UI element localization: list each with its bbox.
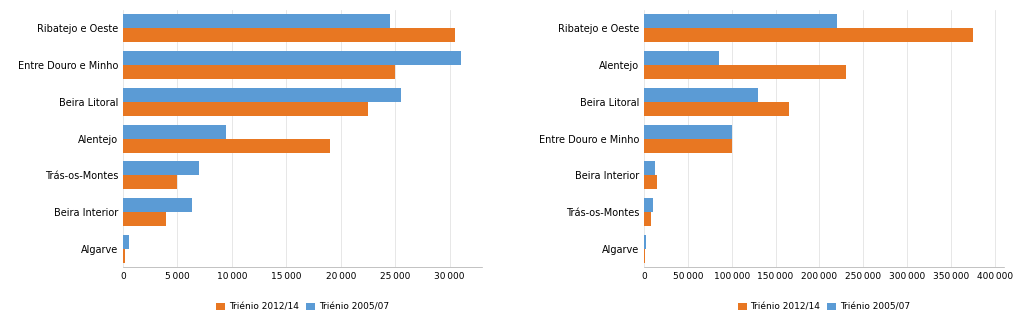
Bar xyxy=(123,51,461,65)
Bar xyxy=(123,249,125,263)
Bar xyxy=(644,212,651,226)
Bar xyxy=(123,212,167,226)
Bar xyxy=(123,28,455,42)
Bar xyxy=(123,139,330,153)
Bar xyxy=(644,249,645,263)
Bar xyxy=(644,175,657,189)
Bar xyxy=(123,198,191,212)
Bar xyxy=(123,102,368,116)
Bar xyxy=(644,198,653,212)
Bar xyxy=(123,88,400,102)
Legend: Triénio 2012/14, Triénio 2005/07: Triénio 2012/14, Triénio 2005/07 xyxy=(737,303,910,312)
Bar xyxy=(644,102,788,116)
Bar xyxy=(123,235,129,249)
Legend: Triénio 2012/14, Triénio 2005/07: Triénio 2012/14, Triénio 2005/07 xyxy=(216,303,389,312)
Bar xyxy=(644,88,758,102)
Bar xyxy=(123,175,177,189)
Bar xyxy=(644,235,646,249)
Bar xyxy=(644,28,973,42)
Bar xyxy=(123,125,226,139)
Bar xyxy=(644,14,837,28)
Bar xyxy=(644,65,846,79)
Bar xyxy=(644,139,732,153)
Bar xyxy=(644,51,719,65)
Bar xyxy=(123,65,395,79)
Bar xyxy=(123,161,199,175)
Bar xyxy=(644,125,732,139)
Bar xyxy=(644,161,655,175)
Bar xyxy=(123,14,390,28)
